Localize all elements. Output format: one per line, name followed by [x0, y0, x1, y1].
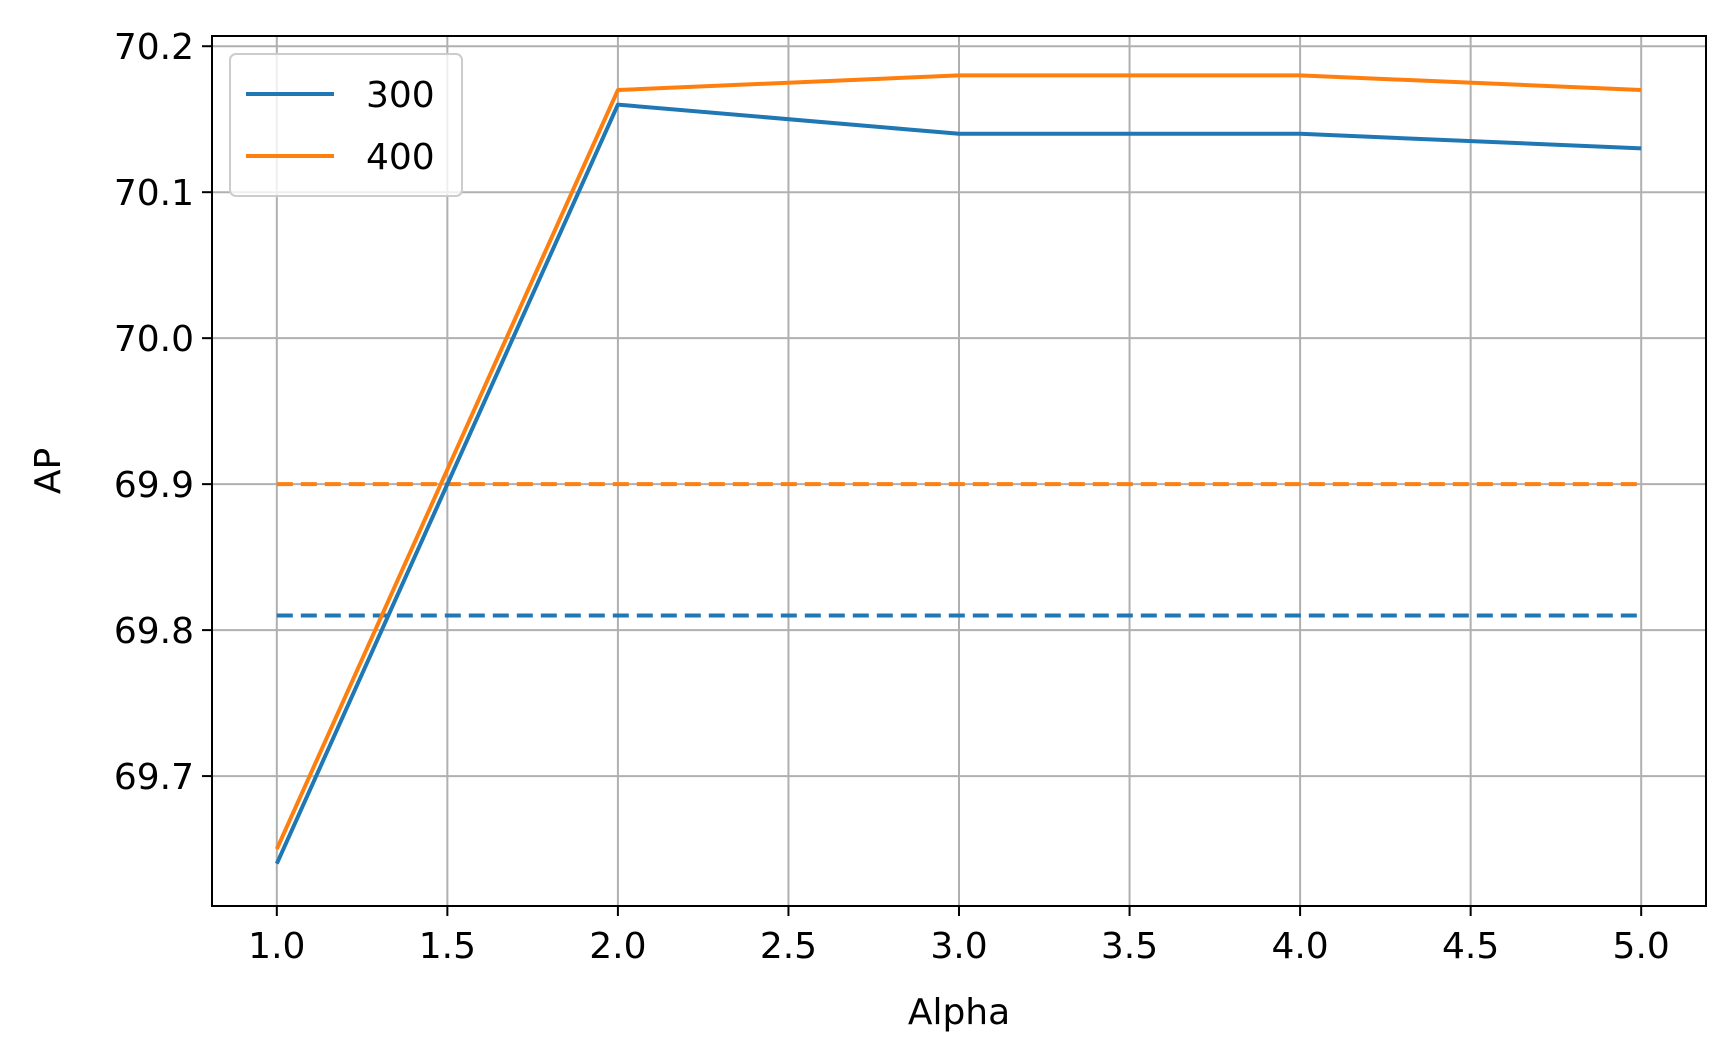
legend-label-400: 400 — [366, 137, 435, 178]
reference-lines — [276, 482, 1642, 618]
y-tick-label: 69.7 — [114, 757, 194, 798]
x-axis-ticks: 1.0 1.5 2.0 2.5 3.0 3.5 4.0 4.5 5.0 — [248, 906, 1670, 967]
x-tick-label: 2.0 — [589, 926, 646, 967]
series-lines — [274, 73, 1642, 865]
legend: 300 400 — [229, 53, 463, 197]
y-tick-label: 70.1 — [114, 173, 194, 214]
legend-box — [229, 53, 463, 197]
y-axis-title: AP — [28, 448, 69, 494]
x-tick-label: 4.0 — [1271, 926, 1328, 967]
x-tick-label: 2.5 — [760, 926, 817, 967]
x-tick-label: 5.0 — [1613, 926, 1670, 967]
x-tick-label: 4.5 — [1442, 926, 1499, 967]
legend-label-300: 300 — [366, 75, 435, 116]
x-tick-label: 1.0 — [248, 926, 305, 967]
x-axis-title: Alpha — [908, 992, 1010, 1033]
y-tick-label: 69.8 — [114, 611, 194, 652]
y-axis-ticks: 69.7 69.8 69.9 70.0 70.1 70.2 — [114, 27, 212, 798]
y-tick-label: 69.9 — [114, 465, 194, 506]
x-tick-label: 1.5 — [419, 926, 476, 967]
x-tick-label: 3.5 — [1101, 926, 1158, 967]
y-tick-label: 70.2 — [114, 27, 194, 68]
y-tick-label: 70.0 — [114, 319, 194, 360]
grid — [212, 36, 1706, 906]
x-tick-label: 3.0 — [930, 926, 987, 967]
